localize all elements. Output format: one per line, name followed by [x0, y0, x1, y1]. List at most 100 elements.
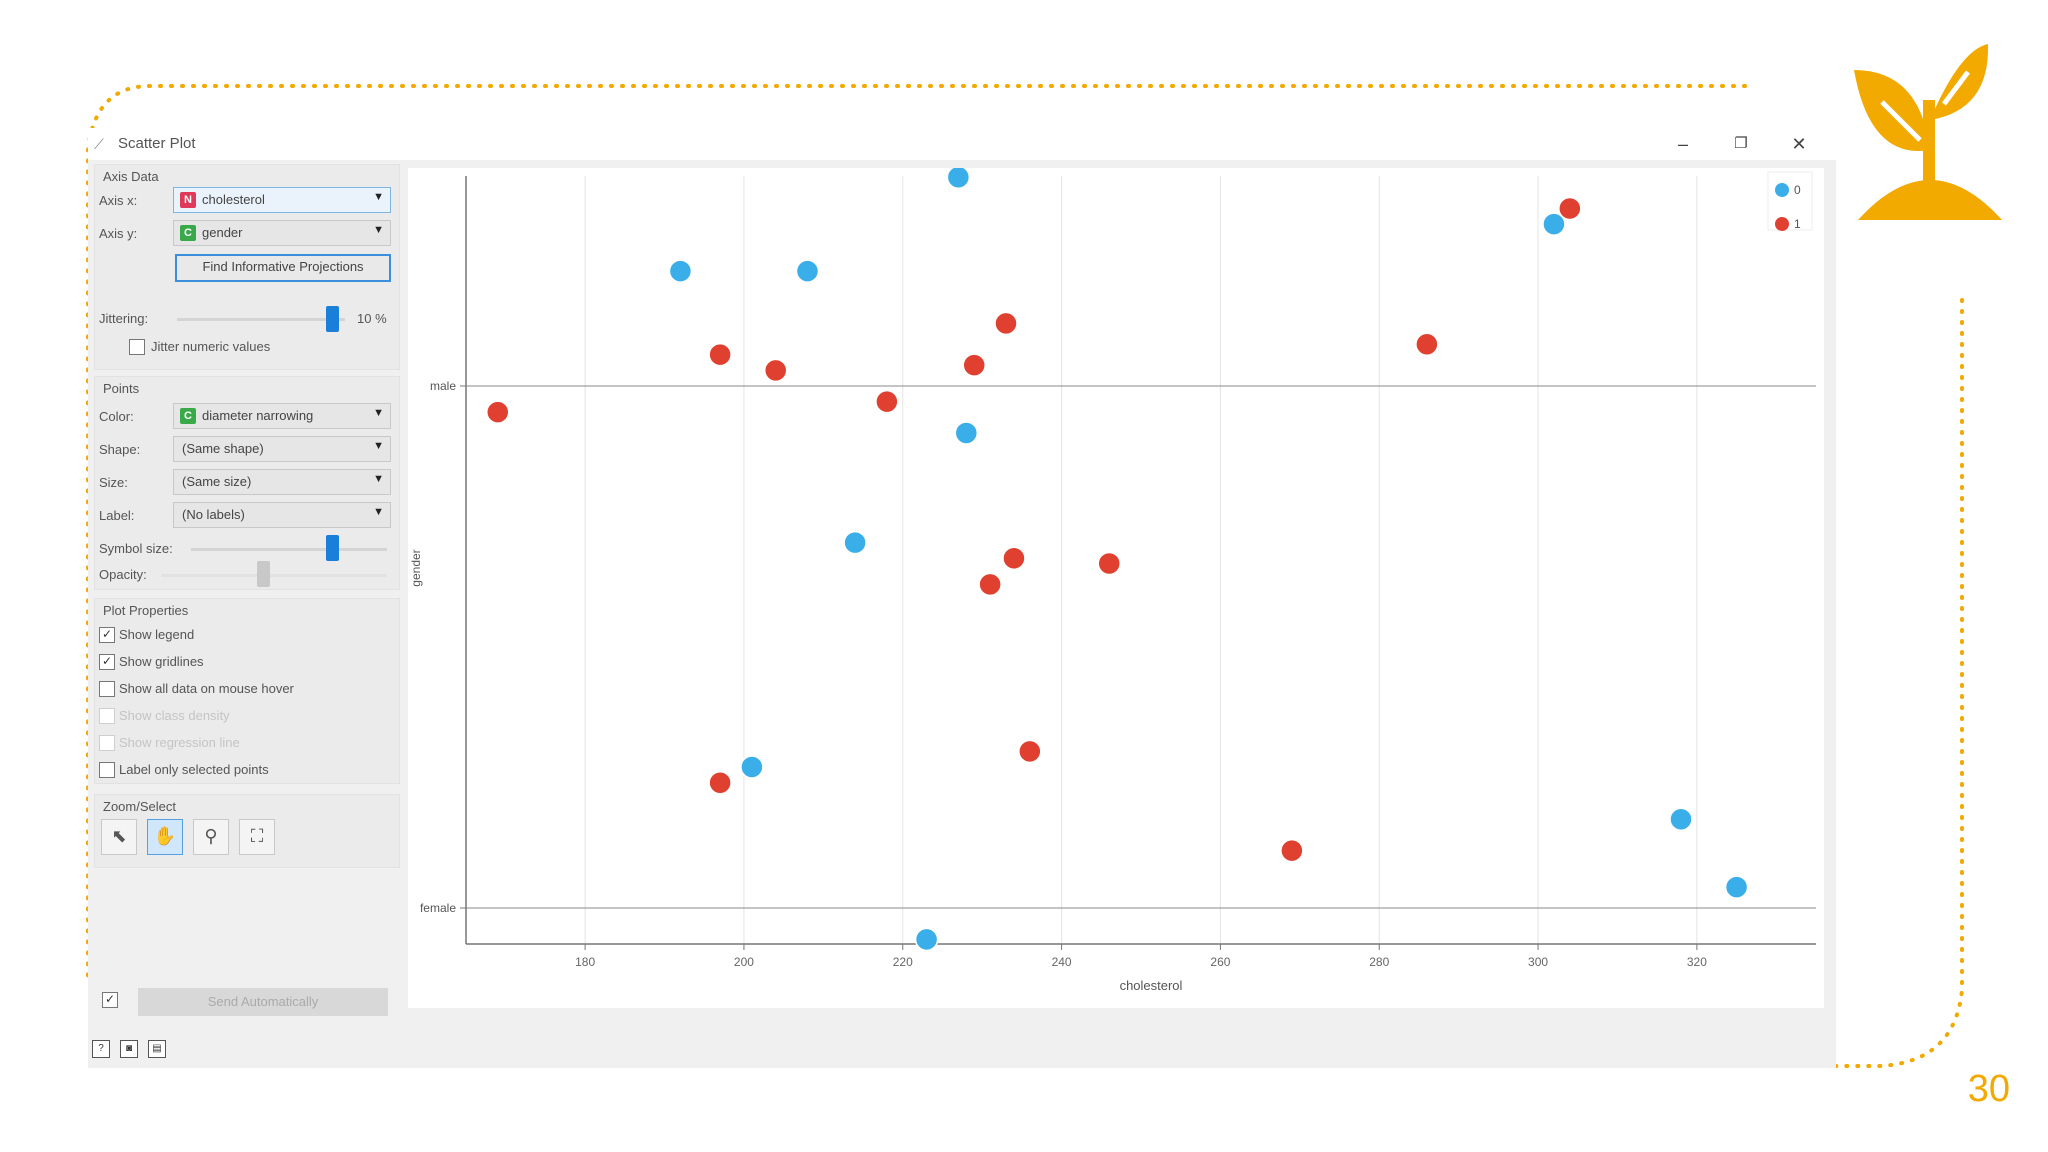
label-value: (No labels): [182, 507, 245, 522]
jittering-slider-handle[interactable]: [325, 306, 339, 332]
data-point-class-1[interactable]: [1018, 739, 1042, 764]
axis-y-select[interactable]: C gender ▼: [173, 220, 391, 246]
legend-swatch: [1775, 183, 1789, 197]
data-point-class-1[interactable]: [978, 572, 1002, 597]
plot-property-checkbox[interactable]: [99, 762, 115, 778]
data-point-class-0[interactable]: [843, 530, 867, 555]
categorical-variable-icon: C: [180, 408, 196, 424]
data-point-class-1[interactable]: [763, 358, 788, 383]
legend-swatch: [1775, 217, 1789, 231]
x-tick-label: 200: [734, 955, 754, 969]
categorical-variable-icon: C: [180, 225, 196, 241]
report-icon[interactable]: ▤: [148, 1040, 166, 1058]
data-point-class-0[interactable]: [954, 421, 979, 445]
chevron-down-icon: ▼: [373, 506, 384, 518]
chevron-down-icon: ▼: [373, 473, 384, 485]
color-value: diameter narrowing: [202, 408, 314, 423]
plot-property-label: Label only selected points: [119, 762, 269, 777]
symbol-size-slider-handle[interactable]: [326, 535, 340, 561]
data-point-class-1[interactable]: [1558, 196, 1582, 221]
chevron-down-icon: ▼: [373, 191, 384, 203]
restore-button[interactable]: ❐: [1734, 135, 1748, 152]
size-value: (Same size): [182, 474, 252, 489]
chevron-down-icon: ▼: [373, 407, 384, 419]
send-automatically-button[interactable]: Send Automatically: [138, 988, 388, 1016]
plot-property-checkbox: [99, 735, 115, 751]
axis-x-select[interactable]: N cholesterol ▼: [173, 187, 391, 213]
find-informative-projections-button[interactable]: Find Informative Projections: [175, 254, 391, 282]
data-point-class-0[interactable]: [668, 259, 693, 283]
data-point-class-1[interactable]: [708, 342, 732, 367]
data-point-class-1[interactable]: [486, 400, 510, 424]
data-point-class-1[interactable]: [1415, 332, 1439, 356]
chevron-down-icon: ▼: [373, 224, 384, 236]
x-tick-label: 220: [893, 955, 913, 969]
symbol-size-label: Symbol size:: [99, 541, 173, 556]
plot-properties-title: Plot Properties: [103, 603, 189, 618]
opacity-slider-handle[interactable]: [256, 561, 270, 587]
shape-value: (Same shape): [182, 441, 264, 456]
data-point-class-0[interactable]: [1724, 875, 1749, 899]
scatter-plot-icon: ⟋: [94, 136, 104, 152]
data-point-class-1[interactable]: [1002, 546, 1026, 571]
plant-sprout-icon: [1854, 44, 2002, 220]
slide-page-number: 30: [1967, 1068, 2010, 1110]
plot-property-checkbox: [99, 708, 115, 724]
data-point-class-1[interactable]: [1280, 838, 1304, 863]
data-point-class-0[interactable]: [946, 165, 971, 189]
shape-select[interactable]: (Same shape) ▼: [173, 436, 391, 462]
axis-x-value: cholesterol: [202, 192, 265, 207]
scatter-plot-area[interactable]: 180 200 220 240 260 280 300 320 female male choles…: [408, 165, 1824, 1008]
plot-property-checkbox[interactable]: ✓: [99, 627, 115, 643]
plot-property-checkbox[interactable]: ✓: [99, 654, 115, 670]
data-point-class-0[interactable]: [1542, 212, 1566, 236]
zoom-tool[interactable]: ⚲: [193, 819, 229, 855]
data-point-class-0[interactable]: [1669, 807, 1693, 832]
points-title: Points: [103, 381, 140, 396]
plot-property-label: Show legend: [119, 627, 195, 642]
jitter-numeric-label: Jitter numeric values: [151, 339, 271, 354]
help-icon[interactable]: ?: [92, 1040, 110, 1058]
hand-icon: ✋: [153, 826, 177, 846]
plot-properties-box: Plot Properties ✓ Show legend ✓ Show gridli…: [94, 598, 400, 784]
plot-property-label: Show regression line: [119, 735, 240, 750]
send-automatically-checkbox[interactable]: ✓: [102, 992, 118, 1008]
pan-tool[interactable]: ✋: [147, 819, 183, 855]
data-point-class-1[interactable]: [708, 770, 732, 795]
reset-zoom-tool[interactable]: ⛶: [239, 819, 275, 855]
size-select[interactable]: (Same size) ▼: [173, 469, 391, 495]
screenshot-icon[interactable]: ◙: [120, 1040, 138, 1058]
chevron-down-icon: ▼: [373, 440, 384, 452]
data-point-class-1[interactable]: [875, 389, 899, 414]
axis-data-title: Axis Data: [103, 169, 159, 184]
data-point-class-1[interactable]: [962, 353, 986, 377]
numeric-variable-icon: N: [180, 192, 196, 208]
jittering-slider[interactable]: [177, 318, 345, 321]
scatter-chart[interactable]: 180 200 220 240 260 280 300 320 female male choles…: [408, 165, 1824, 1008]
opacity-slider[interactable]: [161, 574, 387, 577]
window-titlebar: ⟋ Scatter Plot – ❐ ✕: [88, 128, 1836, 160]
x-tick-label: 320: [1687, 955, 1707, 969]
symbol-size-slider[interactable]: [191, 548, 387, 551]
x-tick-label: 240: [1052, 955, 1072, 969]
data-point-class-1[interactable]: [1097, 551, 1121, 576]
label-select[interactable]: (No labels) ▼: [173, 502, 391, 528]
data-point-class-0[interactable]: [914, 927, 939, 952]
jitter-numeric-checkbox[interactable]: [129, 339, 145, 355]
close-button[interactable]: ✕: [1791, 134, 1807, 154]
data-point-class-0[interactable]: [740, 755, 764, 779]
minimize-button[interactable]: –: [1677, 134, 1688, 154]
plot-property-label: Show gridlines: [119, 654, 204, 669]
y-tick-label: female: [420, 901, 456, 915]
select-tool[interactable]: ⬉: [101, 819, 137, 855]
color-select[interactable]: C diameter narrowing ▼: [173, 403, 391, 429]
zoom-select-title: Zoom/Select: [103, 799, 176, 814]
x-tick-label: 280: [1369, 955, 1389, 969]
control-panel: Axis Data Axis x: N cholesterol ▼ Axis y…: [88, 160, 404, 1068]
axis-data-box: Axis Data Axis x: N cholesterol ▼ Axis y…: [94, 164, 400, 370]
jittering-value: 10 %: [357, 311, 387, 326]
plot-property-checkbox[interactable]: [99, 681, 115, 697]
data-point-class-0[interactable]: [795, 259, 820, 283]
fit-icon: ⛶: [250, 826, 264, 846]
data-point-class-1[interactable]: [994, 311, 1018, 336]
